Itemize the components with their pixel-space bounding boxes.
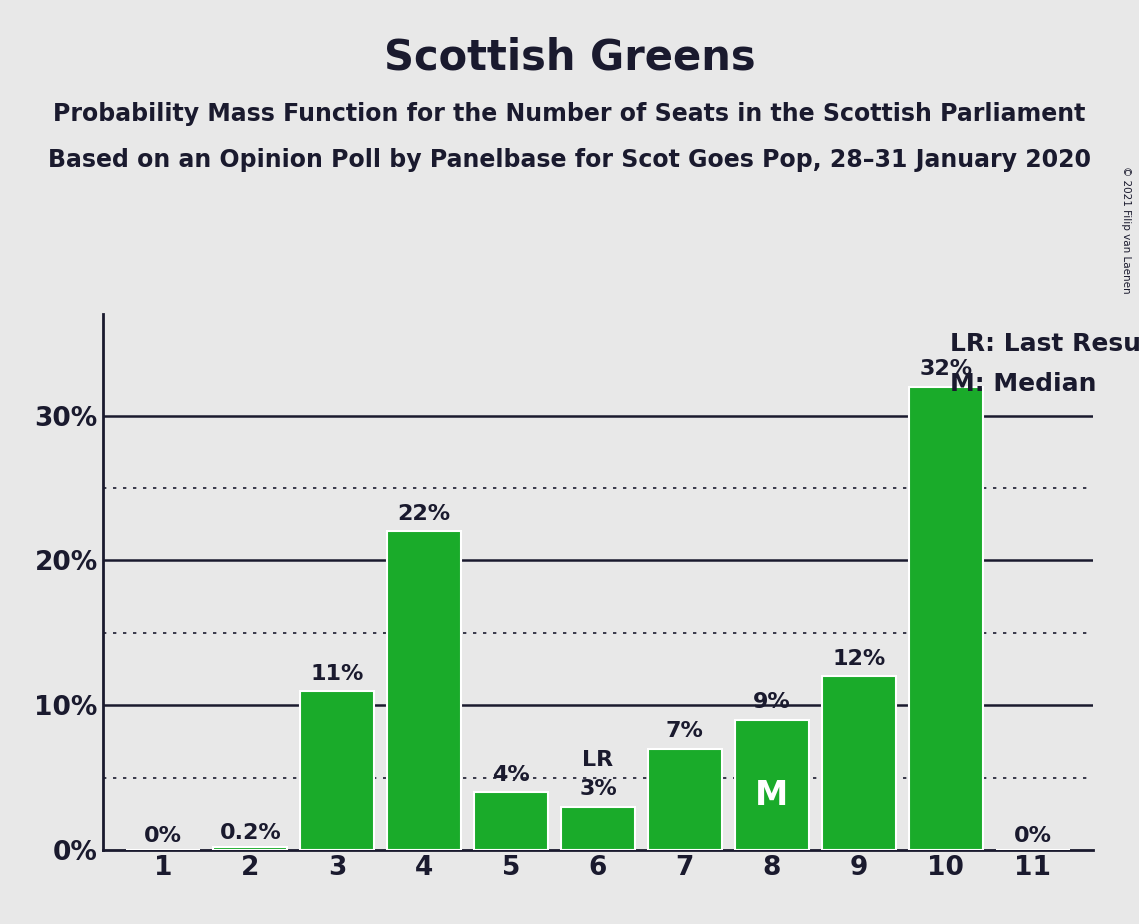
Text: 12%: 12% <box>833 649 885 669</box>
Bar <box>213 847 287 850</box>
Text: 0%: 0% <box>145 826 182 845</box>
Text: 0%: 0% <box>1014 826 1051 845</box>
Bar <box>562 807 634 850</box>
Text: 9%: 9% <box>753 692 790 712</box>
Text: © 2021 Filip van Laenen: © 2021 Filip van Laenen <box>1121 166 1131 294</box>
Text: LR: LR <box>582 750 614 771</box>
Bar <box>387 531 461 850</box>
Bar <box>301 691 374 850</box>
Text: Based on an Opinion Poll by Panelbase for Scot Goes Pop, 28–31 January 2020: Based on an Opinion Poll by Panelbase fo… <box>48 148 1091 172</box>
Text: 4%: 4% <box>492 765 530 784</box>
Text: 0.2%: 0.2% <box>220 823 281 843</box>
Text: M: M <box>755 779 788 812</box>
Bar <box>474 792 548 850</box>
Text: 22%: 22% <box>398 505 451 524</box>
Bar <box>909 386 983 850</box>
Bar <box>822 676 895 850</box>
Bar <box>648 748 722 850</box>
Bar <box>735 720 809 850</box>
Text: 32%: 32% <box>919 359 973 380</box>
Text: Probability Mass Function for the Number of Seats in the Scottish Parliament: Probability Mass Function for the Number… <box>54 102 1085 126</box>
Text: 3%: 3% <box>579 779 617 799</box>
Text: M: Median: M: Median <box>950 372 1097 396</box>
Text: LR: Last Result: LR: Last Result <box>950 332 1139 356</box>
Text: 11%: 11% <box>311 663 363 684</box>
Text: Scottish Greens: Scottish Greens <box>384 37 755 79</box>
Text: 7%: 7% <box>666 722 704 741</box>
